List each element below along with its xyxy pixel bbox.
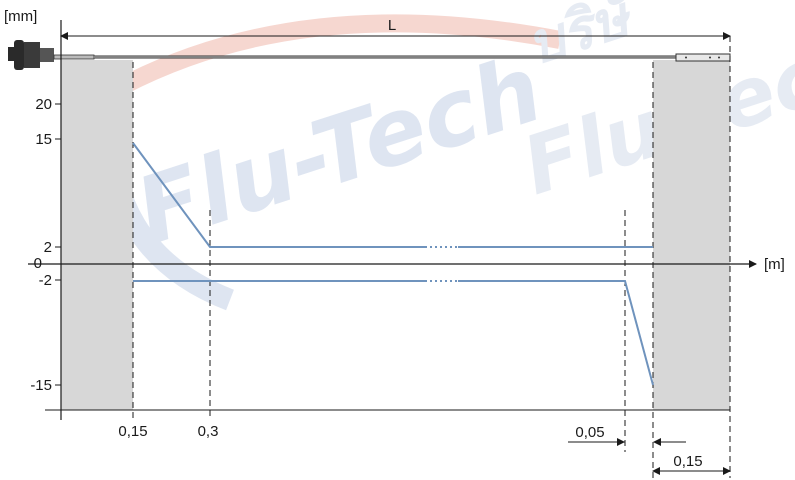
probe-head-icon (14, 40, 24, 70)
probe (8, 40, 731, 70)
x-label-0-15: 0,15 (118, 423, 147, 440)
y-tick-minus-15: -15 (30, 377, 52, 394)
tolerance-curves (132, 142, 654, 386)
x-label-0-3: 0,3 (198, 423, 219, 440)
lower-tolerance-line-right (458, 280, 654, 386)
dimension-0-15-right: 0,15 (652, 453, 731, 475)
left-dead-zone (61, 60, 133, 410)
watermark-thai: บริษั (519, 0, 646, 78)
y-tick-2: 2 (44, 239, 52, 256)
y-tick-15: 15 (35, 131, 52, 148)
reference-lines (132, 36, 731, 478)
y-tick-20: 20 (35, 96, 52, 113)
dimension-0-05-label: 0,05 (575, 424, 604, 441)
dimension-0-15-right-label: 0,15 (673, 453, 702, 470)
watermark-brand: Flu-Tech (124, 35, 554, 266)
right-dead-zone (653, 60, 730, 410)
probe-coupling (53, 54, 95, 60)
y-ticks: 20 15 2 0 -2 -15 (30, 96, 61, 394)
y-unit-label: [mm] (4, 8, 37, 25)
length-label: L (388, 17, 396, 34)
probe-weight (675, 53, 731, 62)
upper-tolerance-line (132, 142, 425, 248)
dimension-0-05: 0,05 (568, 424, 686, 446)
y-tick-minus-2: -2 (39, 272, 52, 289)
x-unit-label: [m] (764, 256, 785, 273)
